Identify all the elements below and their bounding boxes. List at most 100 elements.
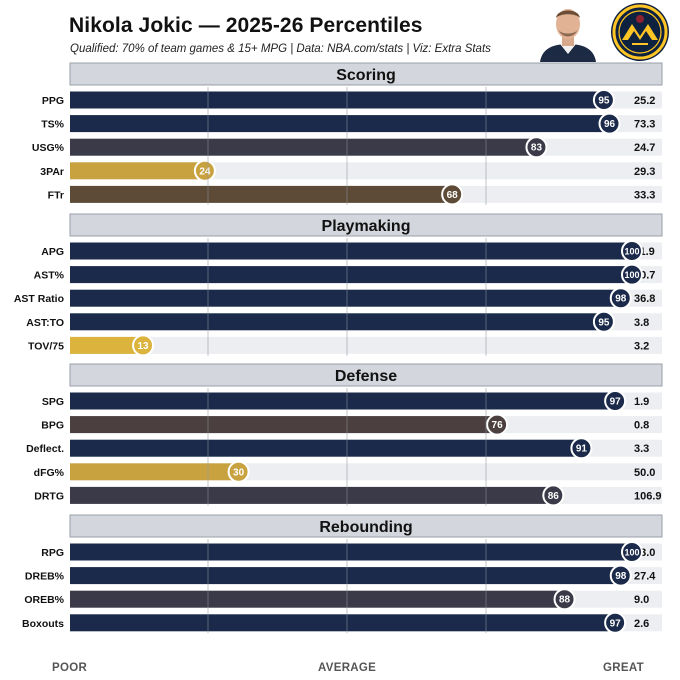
percentile-marker-usg <box>525 136 548 159</box>
percentile-marker-ts <box>598 112 621 135</box>
row-value-bpg: 0.8 <box>634 420 649 432</box>
bar-rpg <box>70 543 632 561</box>
bar-ast-ratio <box>70 289 621 307</box>
row-value-tov-75: 3.2 <box>634 340 649 352</box>
bar-ast <box>70 266 632 284</box>
row-label-drtg: DRTG <box>34 490 64 502</box>
scale-label-great: GREAT <box>603 662 644 674</box>
row-label-rpg: RPG <box>41 547 64 559</box>
row-label-apg: APG <box>41 246 64 258</box>
percentile-label-ast-to: 95 <box>598 317 610 328</box>
scale-label-average: AVERAGE <box>318 662 377 674</box>
percentile-label-bpg: 76 <box>492 420 504 431</box>
percentile-label-ftr: 68 <box>447 190 459 201</box>
row-value-ts: 73.3 <box>634 119 655 131</box>
row-value-ftr: 33.3 <box>634 189 655 201</box>
bar-3par <box>70 162 205 180</box>
bar-bpg <box>70 416 498 434</box>
row-label-ts: TS% <box>41 119 64 131</box>
section-header-playmaking <box>69 213 663 237</box>
row-label-3par: 3PAr <box>40 166 64 178</box>
section-title-scoring: Scoring <box>336 67 396 84</box>
row-value-dreb: 27.4 <box>634 571 656 583</box>
row-value-ast-to: 3.8 <box>634 317 649 329</box>
percentile-label-deflect: 91 <box>576 444 588 455</box>
bar-deflect <box>70 439 582 457</box>
row-label-bpg: BPG <box>41 420 64 432</box>
percentile-marker-boxouts <box>604 611 627 634</box>
row-value-deflect: 3.3 <box>634 443 649 455</box>
percentile-label-ast-ratio: 98 <box>615 294 627 305</box>
bar-ppg <box>70 91 604 109</box>
percentile-marker-3par <box>193 159 216 182</box>
row-value-drtg: 106.9 <box>634 490 662 502</box>
row-value-3par: 29.3 <box>634 166 655 178</box>
percentile-label-drtg: 86 <box>548 491 560 502</box>
row-label-spg: SPG <box>42 396 64 408</box>
percentile-label-rpg: 100 <box>624 548 639 558</box>
row-value-dfg: 50.0 <box>634 467 655 479</box>
row-label-ast: AST% <box>34 270 65 282</box>
percentile-label-dfg: 30 <box>233 467 245 478</box>
row-label-ftr: FTr <box>48 189 64 201</box>
percentile-marker-dreb <box>609 564 632 587</box>
percentile-label-tov-75: 13 <box>137 341 149 352</box>
percentile-label-spg: 97 <box>610 397 622 408</box>
bar-ts <box>70 115 610 133</box>
row-label-ast-ratio: AST Ratio <box>14 293 64 305</box>
percentile-marker-ast-ratio <box>609 287 632 310</box>
section-header-defense <box>69 363 663 387</box>
percentile-marker-spg <box>604 390 627 412</box>
percentile-label-oreb: 88 <box>559 595 571 606</box>
row-label-tov-75: TOV/75 <box>28 340 64 352</box>
percentile-label-usg: 83 <box>531 143 543 154</box>
percentile-label-ppg: 95 <box>598 96 610 107</box>
section-title-defense: Defense <box>335 368 397 385</box>
chart-title: Nikola Jokic — 2025-26 Percentiles <box>69 14 423 37</box>
row-label-oreb: OREB% <box>24 594 64 606</box>
percentile-marker-bpg <box>486 413 509 436</box>
percentile-marker-oreb <box>553 588 576 611</box>
percentile-marker-drtg <box>542 484 565 507</box>
bar-drtg <box>70 486 554 504</box>
bar-track-tov-75 <box>70 336 662 354</box>
scale-label-poor: POOR <box>52 662 88 674</box>
percentile-marker-dfg <box>227 460 250 483</box>
row-label-usg: USG% <box>32 142 65 154</box>
percentile-marker-tov-75 <box>132 334 155 357</box>
percentile-marker-ppg <box>592 89 615 111</box>
percentile-label-apg: 100 <box>624 247 639 257</box>
bar-usg <box>70 138 537 156</box>
bar-dreb <box>70 567 621 585</box>
percentile-marker-ast-to <box>592 310 615 333</box>
row-label-boxouts: Boxouts <box>22 618 64 630</box>
bar-ast-to <box>70 313 604 331</box>
section-title-rebounding: Rebounding <box>319 519 412 536</box>
row-label-dfg: dFG% <box>34 467 65 479</box>
percentile-label-dreb: 98 <box>615 571 627 582</box>
percentile-marker-ftr <box>441 183 464 206</box>
row-value-usg: 24.7 <box>634 142 655 154</box>
bar-dfg <box>70 463 239 481</box>
row-label-ast-to: AST:TO <box>26 317 64 329</box>
percentile-marker-ast <box>621 263 643 286</box>
row-value-boxouts: 2.6 <box>634 618 649 630</box>
nuggets-logo <box>611 3 669 61</box>
row-label-ppg: PPG <box>42 95 64 107</box>
bar-ftr <box>70 185 453 203</box>
row-value-spg: 1.9 <box>634 396 649 408</box>
bar-tov-75 <box>70 336 144 354</box>
percentile-marker-apg <box>621 240 643 262</box>
section-header-rebounding <box>69 514 663 538</box>
row-value-oreb: 9.0 <box>634 594 649 606</box>
bar-track-3par <box>70 162 662 180</box>
bar-spg <box>70 392 616 410</box>
percentile-marker-rpg <box>621 541 643 563</box>
row-value-ast-ratio: 36.8 <box>634 293 655 305</box>
row-label-deflect: Deflect. <box>26 443 64 455</box>
bar-apg <box>70 242 632 260</box>
percentile-label-boxouts: 97 <box>610 618 622 629</box>
row-value-ppg: 25.2 <box>634 95 655 107</box>
percentile-marker-deflect <box>570 437 593 460</box>
